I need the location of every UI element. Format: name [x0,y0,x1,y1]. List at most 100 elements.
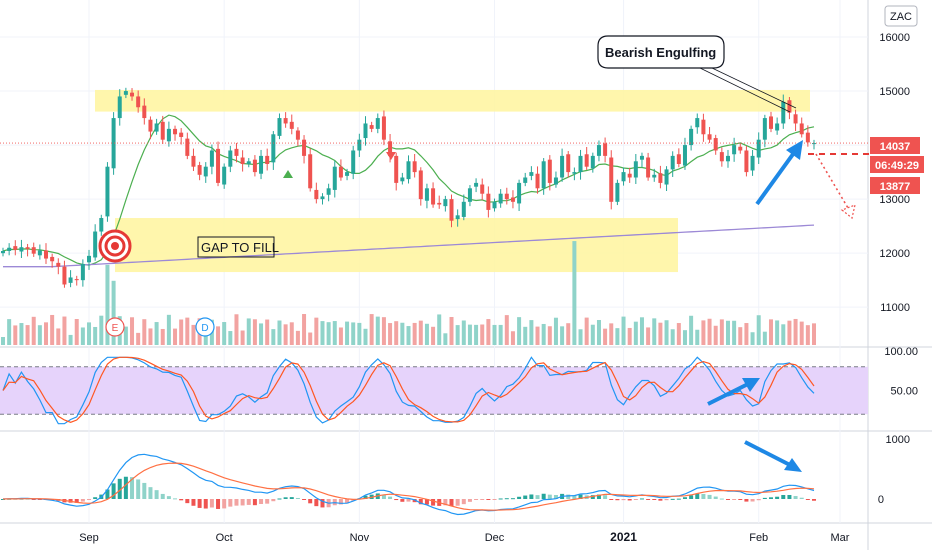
volume-bar [277,320,282,345]
volume-bar [486,319,491,345]
macd-histogram-bar [805,499,810,500]
dividend-marker[interactable]: D [195,317,215,337]
earnings-marker[interactable]: E [105,317,125,337]
candle-body [203,166,208,177]
macd-histogram-bar [105,489,110,499]
price-tick-label: 11000 [880,302,910,314]
gap-label-box [197,236,275,258]
macd-histogram-bar [37,499,42,500]
macd-histogram-bar [603,495,608,499]
candle-body [388,141,393,156]
candle-body [566,154,571,173]
candle-body [271,134,276,163]
macd-histogram-bar [676,498,681,500]
candle-body [277,118,282,136]
volume-bar [345,321,350,345]
macd-histogram-bar [664,499,669,501]
macd-histogram-bar [209,499,214,508]
volume-bar [228,331,233,345]
macd-histogram-bar [363,495,368,499]
volume-bar [203,330,208,345]
macd-histogram-bar [615,499,620,501]
annotation-layer: GAP TO FILL Bearish Engulfing E D [98,5,924,472]
macd-histogram-bar [553,495,558,499]
candle-body [467,188,472,202]
x-tick-label: 2021 [610,530,637,544]
candle-body [523,177,528,183]
volume-bar [105,264,110,345]
volume-bar [68,334,73,345]
candle-body [695,118,700,128]
resistance-zone [95,89,810,112]
candle-body [560,155,565,178]
stoch-d-line [2,356,815,423]
price-tick-label: 15000 [879,86,910,98]
macd-histogram-bar [80,499,85,502]
macd-histogram-bar [682,497,687,499]
candle-body [351,150,356,174]
macd-histogram-bar [449,499,454,507]
macd-histogram-bar [314,499,319,507]
volume-bar [664,320,669,345]
volume-bar [400,322,405,345]
macd-histogram-bar [400,499,405,502]
bearish-callout-box [597,35,725,69]
volume-bar [609,323,614,345]
gap-zone [115,218,678,273]
trend-arrow-price [755,140,803,206]
macd-histogram-bar [142,482,147,499]
macd-histogram-bar [308,499,313,504]
volume-bar [529,320,534,345]
volume-bar [467,324,472,345]
macd-histogram-bar [775,496,780,499]
symbol-badge-box[interactable] [884,5,918,27]
volume-bar [474,324,479,345]
volume-bar [338,327,343,345]
volume-bar [689,315,694,345]
candle-body [615,182,620,202]
candle-body [252,159,257,173]
candle-body [738,146,743,151]
volume-bar [326,322,331,345]
macd-histogram-bar [480,499,485,500]
countdown-tag [870,156,924,173]
volume-bar [44,322,49,345]
candle-body [295,130,300,140]
candle-body [517,182,522,204]
sell-signal-icon [386,152,396,160]
volume-bar [762,331,767,345]
volume-bar [750,332,755,345]
volume-bar [308,332,313,345]
volume-bar [418,320,423,345]
volume-bar [756,315,761,345]
candle-body [80,263,85,281]
price-tick-label: 12000 [879,248,910,260]
volume-bar [74,319,79,345]
macd-histogram-bar [719,498,724,500]
candle-body [394,155,399,183]
volume-bar [775,320,780,345]
volume-bar [375,316,380,345]
macd-histogram-bar [277,498,282,500]
candle-body [805,132,810,143]
macd-histogram-bar [658,499,663,501]
volume-bar [62,316,67,345]
candle-body [19,247,24,252]
candle-body [633,161,638,178]
candle-body [461,201,466,217]
macd-histogram-bar [240,499,245,506]
volume-bar [744,323,749,345]
countdown-label: 06:49:29 [875,160,919,172]
candle-body [689,128,694,146]
macd-histogram-bar [228,499,233,507]
volume-bar [289,322,294,345]
macd-histogram-bar [732,499,737,500]
volume-bar [160,328,165,345]
macd-histogram-bar [701,493,706,499]
macd-histogram-bar [302,499,307,500]
macd-histogram-bar [197,499,202,508]
volume-bar [738,327,743,345]
volume-bar [222,322,227,345]
candle-body [25,247,30,249]
